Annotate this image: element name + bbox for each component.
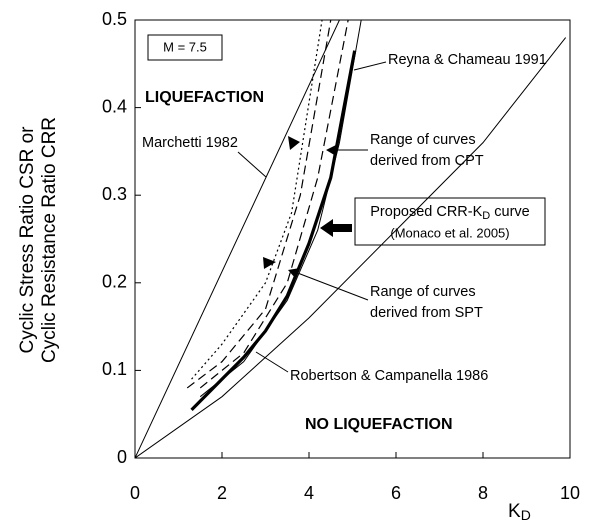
y-tick-label: 0.5 [102,9,127,29]
cpt-label: derived from CPT [370,153,484,169]
x-tick-label: 8 [478,483,488,503]
spt-label: derived from SPT [370,305,483,321]
cpt-label: Range of curves [370,132,476,148]
proposed-ref: (Monaco et al. 2005) [390,225,509,240]
arrow [320,219,352,237]
liquefaction-label: LIQUEFACTION [145,89,264,106]
series-line [190,50,357,411]
x-tick-label: 10 [560,483,580,503]
series-label: Robertson & Campanella 1986 [290,368,488,384]
series-line [135,20,340,458]
y-label-line: Cyclic Resistance Ratio CRR [39,117,60,363]
arrowhead [288,136,300,150]
leader [353,61,387,71]
proposed-label: Proposed CRR-KD curve [370,204,529,222]
magnitude-box [147,34,223,61]
series-line [135,37,567,458]
y-tick-label: 0 [117,447,127,467]
y-tick-label: 0.2 [102,272,127,292]
x-label-sub: D [521,507,531,523]
magnitude: M = 7.5 [163,39,207,54]
series-label: Reyna & Chameau 1991 [388,52,547,68]
spt-label: Range of curves [370,284,476,300]
series-label: Marchetti 1982 [142,135,238,151]
series-line [199,20,362,398]
series-line [191,20,323,380]
x-tick-label: 6 [391,483,401,503]
no-liquefaction-label: NO LIQUEFACTION [305,416,453,433]
x-label-main: K [508,501,521,522]
y-tick-label: 0.4 [102,96,127,116]
arrowhead [263,257,276,269]
leader [255,351,289,373]
y-axis-label: Cyclic Stress Ratio CSR or Cyclic Resist… [17,117,60,363]
x-tick-label: 0 [130,483,140,503]
proposed-text: curve [490,204,530,220]
x-tick-label: 2 [217,483,227,503]
y-tick-label: 0.3 [102,184,127,204]
x-axis-label: KD [508,501,531,523]
proposed-box [354,197,546,246]
proposed-sub: D [482,210,490,222]
leader [294,271,369,301]
proposed-text: Proposed CRR-K [370,204,482,220]
series-line [199,20,349,389]
x-tick-label: 4 [304,483,314,503]
y-label-line: Cyclic Stress Ratio CSR or [17,126,38,354]
leader [237,151,267,178]
y-tick-label: 0.1 [102,359,127,379]
series-line [186,20,332,389]
plot-frame [134,19,571,459]
